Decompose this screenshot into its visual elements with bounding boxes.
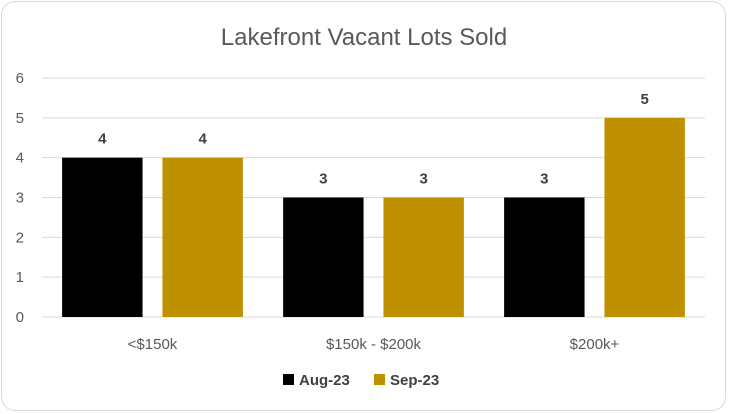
legend-item-aug-23: Aug-23 bbox=[283, 372, 350, 389]
y-tick-label: 5 bbox=[16, 110, 24, 127]
legend: Aug-23 Sep-23 bbox=[283, 372, 439, 389]
data-label: 5 bbox=[640, 91, 648, 108]
bar-aug-23 bbox=[283, 197, 364, 317]
y-tick-label: 1 bbox=[16, 269, 24, 286]
y-tick-label: 4 bbox=[16, 150, 24, 167]
x-axis-ticks: <$150k $150k - $200k $200k+ bbox=[128, 336, 620, 353]
y-tick-label: 0 bbox=[16, 309, 24, 326]
legend-label: Sep-23 bbox=[390, 372, 439, 389]
x-tick-label: $150k - $200k bbox=[326, 336, 422, 353]
bar-aug-23 bbox=[504, 197, 585, 317]
legend-item-sep-23: Sep-23 bbox=[374, 372, 439, 389]
data-labels: 4 4 3 3 3 5 bbox=[98, 91, 649, 188]
data-label: 3 bbox=[419, 171, 427, 188]
data-label: 4 bbox=[198, 131, 207, 148]
gridlines bbox=[42, 77, 705, 318]
bar-sep-23 bbox=[383, 197, 464, 317]
legend-swatch bbox=[283, 374, 294, 385]
y-tick-label: 6 bbox=[16, 70, 24, 87]
bar-aug-23 bbox=[62, 157, 143, 317]
y-tick-label: 3 bbox=[16, 190, 24, 207]
y-tick-label: 2 bbox=[16, 229, 24, 246]
bar-sep-23 bbox=[604, 117, 685, 317]
data-label: 4 bbox=[98, 131, 107, 148]
chart-title: Lakefront Vacant Lots Sold bbox=[221, 24, 507, 51]
x-tick-label: <$150k bbox=[128, 336, 178, 353]
data-label: 3 bbox=[540, 171, 548, 188]
legend-label: Aug-23 bbox=[299, 372, 350, 389]
y-axis-ticks: 0 1 2 3 4 5 6 bbox=[16, 70, 24, 326]
x-tick-label: $200k+ bbox=[570, 336, 620, 353]
bar-sep-23 bbox=[162, 157, 243, 317]
legend-swatch bbox=[374, 374, 385, 385]
bars bbox=[62, 117, 685, 317]
data-label: 3 bbox=[319, 171, 327, 188]
